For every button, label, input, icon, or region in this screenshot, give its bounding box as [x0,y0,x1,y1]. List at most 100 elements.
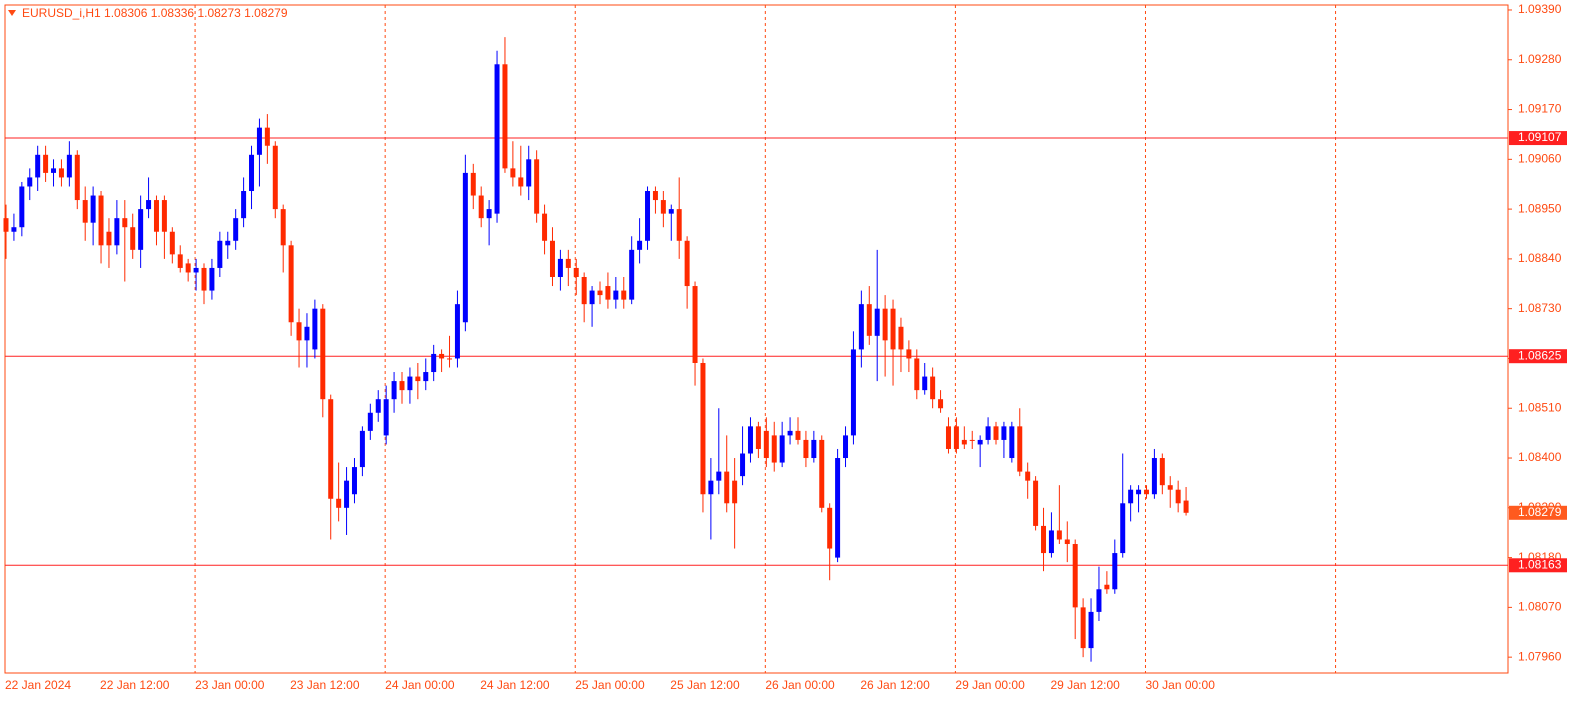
y-tick-label: 1.09390 [1518,2,1562,16]
candle-body [407,376,413,391]
x-tick-label: 26 Jan 12:00 [860,678,930,692]
candle-body [1048,530,1054,554]
candle-body [700,362,706,495]
candle-body [351,467,357,495]
candle-body [684,240,690,287]
current-price-box [1509,505,1567,520]
candle-body [82,200,88,223]
candle-body [66,154,72,178]
x-tick-label: 29 Jan 12:00 [1050,678,1120,692]
y-tick-label: 1.08070 [1518,600,1562,614]
y-tick-label: 1.08510 [1518,400,1562,414]
candle-body [898,326,904,350]
candle-body [122,218,128,228]
candle-body [494,64,500,214]
candle-body [114,218,120,246]
candle-body [431,353,437,373]
candle-body [1151,458,1157,495]
level-label-box [1509,131,1567,146]
candle-body [383,399,389,436]
chart-title: EURUSD_i,H1 1.08306 1.08336 1.08273 1.08… [22,6,288,20]
candle-body [938,399,944,409]
candle-body [660,200,666,214]
candle-body [106,231,112,246]
candle-body [336,498,342,508]
candle-body [858,304,864,350]
candle-body [629,249,635,300]
candle-body [732,480,738,504]
candle-body [241,191,247,219]
candle-body [161,200,167,232]
candle-body [185,263,191,273]
y-tick-label: 1.09170 [1518,102,1562,116]
candle-body [589,290,595,305]
candle-body [130,227,136,250]
candle-body [146,200,152,210]
candle-body [201,267,207,291]
candle-body [1175,489,1181,504]
level-label: 1.08625 [1518,348,1562,362]
candle-body [850,349,856,436]
candle-body [296,322,302,341]
candle-body [1001,426,1007,440]
candle-body [843,435,849,459]
candle-body [312,308,318,350]
candle-body [193,267,199,273]
candle-body [1143,489,1149,495]
candle-body [534,159,540,214]
candle-body [518,177,524,187]
level-label: 1.09107 [1518,130,1562,144]
candle-body [692,286,698,363]
y-tick-label: 1.09060 [1518,151,1562,165]
x-tick-label: 23 Jan 12:00 [290,678,360,692]
plot-frame [4,4,1509,674]
candle-body [930,376,936,400]
candle-body [645,191,651,241]
candle-body [542,213,548,241]
candle-body [945,426,951,449]
candle-body [969,439,975,441]
y-tick-label: 1.08840 [1518,251,1562,265]
candle-body [993,426,999,440]
candle-body [74,154,80,201]
candle-body [1112,553,1118,590]
candle-body [233,218,239,241]
x-tick-label: 30 Jan 00:00 [1145,678,1215,692]
candle-body [605,286,611,300]
candle-body [11,227,17,232]
candle-body [304,326,310,341]
candle-body [716,471,722,481]
candle-body [827,507,833,549]
candle-body [19,186,25,228]
candle-body [375,399,381,413]
x-tick-label: 23 Jan 00:00 [195,678,265,692]
y-tick-label: 1.09280 [1518,52,1562,66]
candle-body [565,258,571,268]
candle-body [747,426,753,454]
candle-body [1017,426,1023,472]
candle-body [399,381,405,391]
candle-body [328,399,334,499]
candle-body [320,308,326,400]
x-tick-label: 24 Jan 00:00 [385,678,455,692]
candle-body [177,254,183,268]
candle-body [755,426,761,449]
current-price-label: 1.08279 [1518,505,1562,519]
candle-body [153,200,159,232]
x-tick-label: 25 Jan 12:00 [670,678,740,692]
candle-body [359,430,365,468]
candle-body [486,209,492,219]
candle-body [526,159,532,187]
candle-body [1041,525,1047,554]
candle-body [1120,503,1126,554]
candle-body [811,439,817,459]
candle-body [652,191,658,201]
candle-body [835,458,841,558]
candle-body [1183,500,1189,513]
candle-body [890,308,896,350]
candle-body [3,218,9,232]
candle-body [272,145,278,210]
candle-body [439,353,445,359]
